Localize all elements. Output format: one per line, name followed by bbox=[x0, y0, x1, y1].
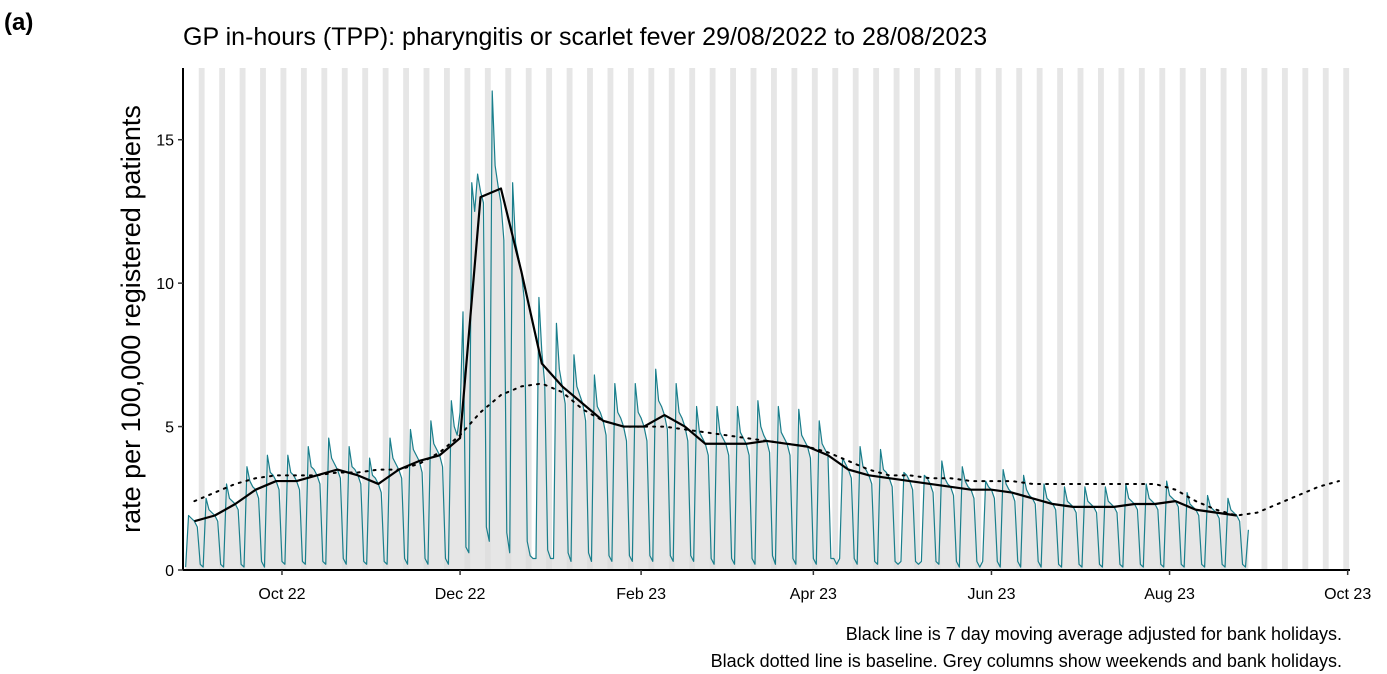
weekend-column bbox=[239, 68, 246, 570]
weekend-column bbox=[914, 68, 920, 570]
weekend-column bbox=[811, 68, 818, 570]
weekend-column bbox=[1179, 68, 1186, 570]
weekend-column bbox=[1098, 68, 1104, 570]
weekend-column bbox=[750, 68, 757, 570]
weekend-column bbox=[525, 68, 532, 570]
x-tick-label: Dec 22 bbox=[435, 586, 486, 603]
x-tick-label: Apr 23 bbox=[790, 586, 837, 603]
weekend-column bbox=[341, 68, 348, 570]
x-tick-label: Feb 23 bbox=[616, 586, 666, 603]
weekend-column bbox=[709, 68, 716, 570]
weekend-column bbox=[362, 68, 369, 570]
weekend-column bbox=[444, 68, 450, 570]
weekend-column bbox=[1343, 68, 1350, 570]
weekend-column bbox=[464, 68, 471, 570]
weekend-column bbox=[791, 68, 798, 570]
x-tick-label: Jun 23 bbox=[967, 586, 1015, 603]
weekend-column bbox=[1302, 68, 1309, 570]
weekend-column bbox=[771, 68, 777, 570]
weekend-column bbox=[934, 68, 941, 570]
weekend-column bbox=[1016, 68, 1023, 570]
weekend-column bbox=[648, 68, 655, 570]
weekend-column bbox=[1138, 68, 1145, 570]
line bbox=[194, 187, 1237, 523]
weekend-column bbox=[689, 68, 696, 570]
weekend-column bbox=[730, 68, 736, 570]
weekend-column bbox=[1241, 68, 1247, 570]
weekend-column bbox=[668, 68, 675, 570]
weekend-column bbox=[1322, 68, 1329, 570]
y-tick-label: 10 bbox=[156, 276, 174, 293]
weekend-column bbox=[1261, 68, 1268, 570]
y-tick-label: 15 bbox=[156, 133, 174, 150]
weekend-column bbox=[198, 68, 205, 570]
weekend-column bbox=[219, 68, 226, 570]
weekend-column bbox=[607, 68, 614, 570]
weekend-column bbox=[1220, 68, 1227, 570]
weekend-column bbox=[546, 68, 553, 570]
y-axis-label: rate per 100,000 registered patients bbox=[116, 105, 146, 533]
line bbox=[193, 382, 1340, 517]
weekend-column bbox=[423, 68, 430, 570]
weekend-column bbox=[260, 68, 266, 570]
weekend-column bbox=[975, 68, 982, 570]
weekend-column bbox=[1036, 68, 1043, 570]
weekend-column bbox=[321, 68, 328, 570]
weekend-column bbox=[1057, 68, 1063, 570]
weekend-column bbox=[627, 68, 634, 570]
weekend-column bbox=[1077, 68, 1084, 570]
x-tick-label: Oct 22 bbox=[258, 586, 305, 603]
chart-title: GP in-hours (TPP): pharyngitis or scarle… bbox=[183, 23, 987, 51]
y-tick-label: 0 bbox=[165, 563, 174, 580]
weekend-column bbox=[1118, 68, 1125, 570]
x-tick-label: Oct 23 bbox=[1324, 586, 1371, 603]
weekend-column bbox=[1200, 68, 1207, 570]
weekend-column bbox=[587, 68, 593, 570]
weekend-column bbox=[280, 68, 287, 570]
weekend-column bbox=[832, 68, 839, 570]
panel-label: (a) bbox=[4, 9, 33, 36]
weekend-column bbox=[995, 68, 1002, 570]
y-tick-label: 5 bbox=[165, 420, 174, 437]
weekend-column bbox=[505, 68, 512, 570]
area bbox=[185, 90, 1249, 570]
line bbox=[185, 90, 1249, 568]
weekend-column bbox=[484, 68, 491, 570]
x-tick-label: Aug 23 bbox=[1144, 586, 1195, 603]
weekend-column bbox=[566, 68, 573, 570]
weekend-column bbox=[382, 68, 389, 570]
weekend-column bbox=[403, 68, 409, 570]
weekend-column bbox=[954, 68, 961, 570]
weekend-column bbox=[1281, 68, 1288, 570]
plot-area: 0 5 10 15 Oct 22 Dec 22 Feb 23 Apr 23 Jun 23 Aug … bbox=[156, 68, 1371, 603]
weekend-column bbox=[852, 68, 859, 570]
note: Black line is 7 day moving average adjus… bbox=[846, 624, 1342, 644]
weekend-column bbox=[1159, 68, 1166, 570]
weekend-column bbox=[873, 68, 880, 570]
note: Black dotted line is baseline. Grey colu… bbox=[711, 651, 1342, 671]
weekend-column bbox=[300, 68, 307, 570]
weekend-column bbox=[893, 68, 900, 570]
